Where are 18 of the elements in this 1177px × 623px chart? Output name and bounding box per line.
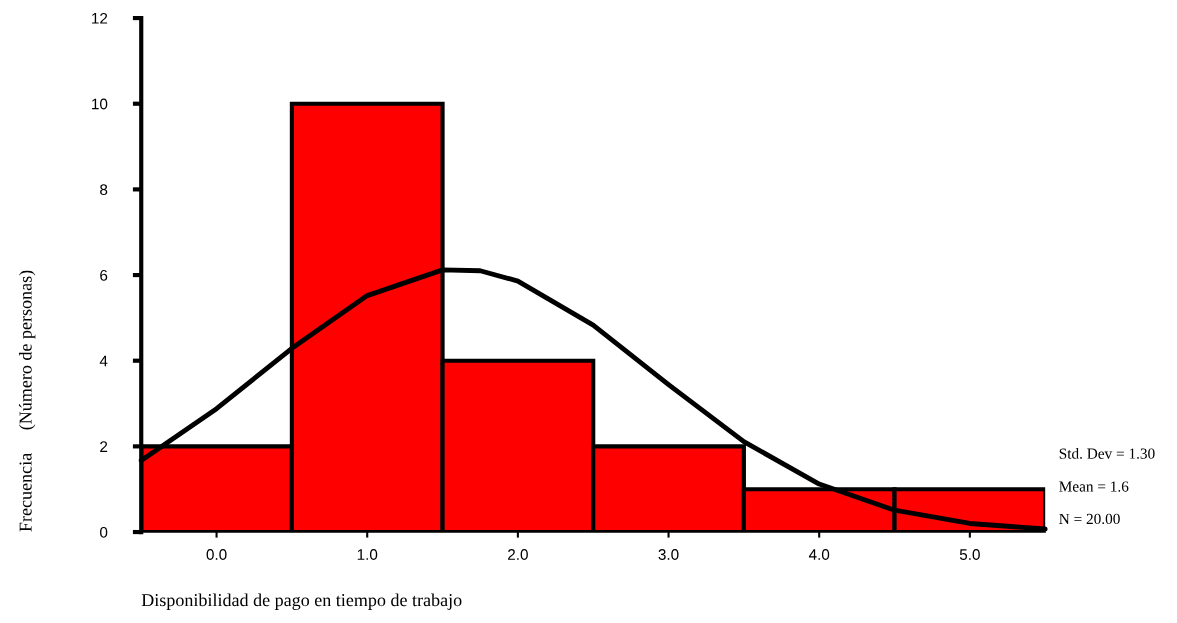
x-tick-label: 5.0 xyxy=(959,549,980,560)
text: Std. Dev = 1.30 xyxy=(1059,448,1155,459)
x-tick-label: 1.0 xyxy=(357,549,378,560)
x-tick-label: 4.0 xyxy=(808,549,830,560)
y-tick-label: 6 xyxy=(100,269,108,281)
x-tick-label: 0.0 xyxy=(206,549,227,560)
y-tick-label: 8 xyxy=(100,184,108,196)
x-tick-label: 2.0 xyxy=(508,549,528,560)
x-tick-label: 3.0 xyxy=(658,549,679,560)
y-tick-label: 2 xyxy=(100,441,108,452)
y-tick-label: 10 xyxy=(92,98,108,110)
y-axis-title: Frecuencia (Número de personas) xyxy=(18,270,36,532)
y-tick-label: 12 xyxy=(92,12,108,24)
y-tick-label: 4 xyxy=(99,355,108,367)
x-axis-title: Disponibilidad de pago en tiempo de trabajo xyxy=(141,593,462,610)
y-tick-label: 0 xyxy=(100,526,108,538)
text: N = 20.00 xyxy=(1059,513,1120,525)
text: Mean = 1.6 xyxy=(1059,481,1129,492)
